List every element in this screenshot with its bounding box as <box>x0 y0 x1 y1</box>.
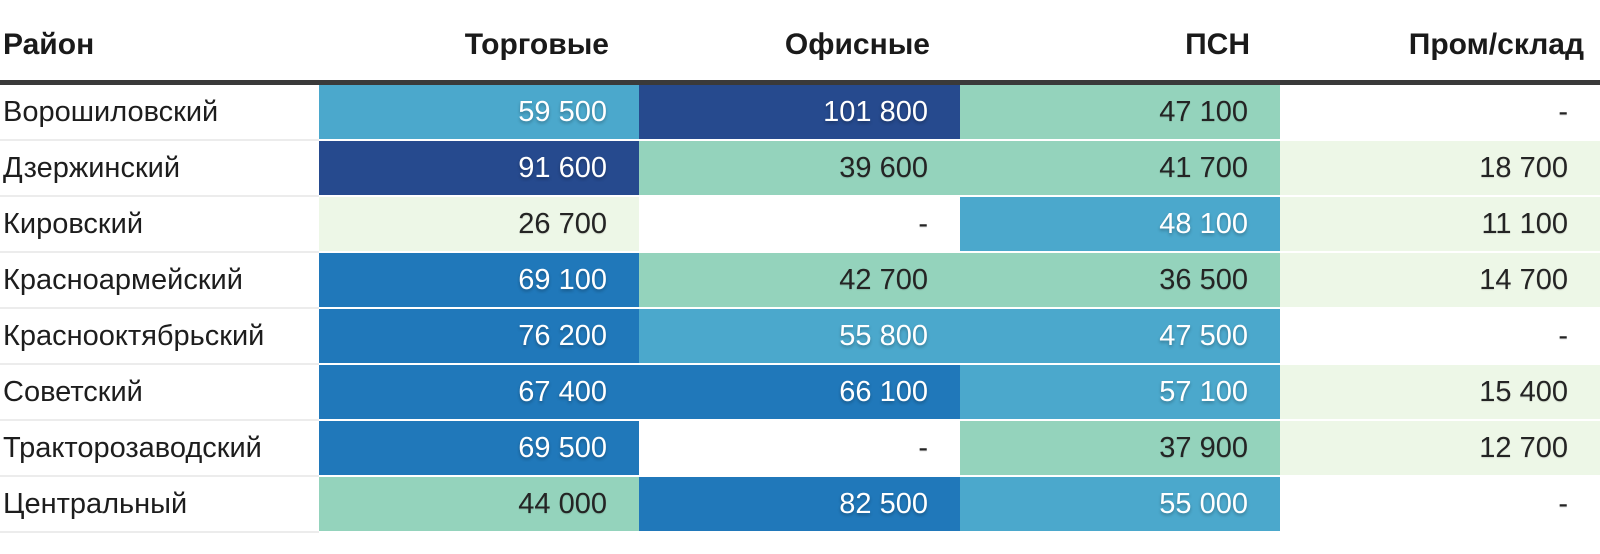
cell-office: - <box>639 421 960 477</box>
table-row: Дзержинский 91 600 39 600 41 700 18 700 <box>0 141 1600 197</box>
district-name: Кировский <box>0 197 319 253</box>
cell-industrial: - <box>1280 309 1600 365</box>
cell-psn: 47 500 <box>960 309 1280 365</box>
cell-industrial: 11 100 <box>1280 197 1600 253</box>
cell-office: 55 800 <box>639 309 960 365</box>
cell-psn: 36 500 <box>960 253 1280 309</box>
table-row: Советский 67 400 66 100 57 100 15 400 <box>0 365 1600 421</box>
table-row: Центральный 44 000 82 500 55 000- <box>0 477 1600 533</box>
table-row: Ворошиловский 59 500 101 800 47 100- <box>0 85 1600 141</box>
column-header-trade: Торговые <box>464 28 609 61</box>
district-name: Центральный <box>0 477 319 533</box>
district-name: Ворошиловский <box>0 85 319 141</box>
district-name: Тракторозаводский <box>0 421 319 477</box>
cell-trade: 69 100 <box>319 253 639 309</box>
cell-office: 82 500 <box>639 477 960 533</box>
cell-industrial: 14 700 <box>1280 253 1600 309</box>
cell-industrial: - <box>1280 85 1600 141</box>
cell-office: 42 700 <box>639 253 960 309</box>
cell-industrial: 18 700 <box>1280 141 1600 197</box>
column-header-psn: ПСН <box>1185 28 1250 61</box>
cell-trade: 26 700 <box>319 197 639 253</box>
table-body: Ворошиловский 59 500 101 800 47 100- Дзержин… <box>0 85 1600 533</box>
table-row: Красноармейский 69 100 42 700 36 500 14 700 <box>0 253 1600 309</box>
cell-psn: 37 900 <box>960 421 1280 477</box>
district-price-heatmap-table: Район Торговые Офисные ПСН Пром/склад Во… <box>0 0 1600 533</box>
district-name: Красноармейский <box>0 253 319 309</box>
cell-office: 101 800 <box>639 85 960 141</box>
column-header-industrial: Пром/склад <box>1408 28 1584 61</box>
cell-industrial: 12 700 <box>1280 421 1600 477</box>
cell-psn: 57 100 <box>960 365 1280 421</box>
column-header-office: Офисные <box>784 28 930 61</box>
cell-psn: 48 100 <box>960 197 1280 253</box>
cell-psn: 41 700 <box>960 141 1280 197</box>
cell-psn: 47 100 <box>960 85 1280 141</box>
table-row: Кировский 26 700-48 100 11 100 <box>0 197 1600 253</box>
cell-trade: 69 500 <box>319 421 639 477</box>
cell-trade: 76 200 <box>319 309 639 365</box>
cell-industrial: - <box>1280 477 1600 533</box>
cell-trade: 91 600 <box>319 141 639 197</box>
district-name: Краснооктябрьский <box>0 309 319 365</box>
cell-office: - <box>639 197 960 253</box>
table-header-row: Район Торговые Офисные ПСН Пром/склад <box>0 0 1600 85</box>
column-header-district: Район <box>3 28 95 61</box>
cell-office: 39 600 <box>639 141 960 197</box>
cell-office: 66 100 <box>639 365 960 421</box>
table-row: Краснооктябрьский 76 200 55 800 47 500- <box>0 309 1600 365</box>
cell-trade: 59 500 <box>319 85 639 141</box>
district-name: Советский <box>0 365 319 421</box>
cell-industrial: 15 400 <box>1280 365 1600 421</box>
cell-trade: 67 400 <box>319 365 639 421</box>
table-row: Тракторозаводский 69 500-37 900 12 700 <box>0 421 1600 477</box>
cell-psn: 55 000 <box>960 477 1280 533</box>
cell-trade: 44 000 <box>319 477 639 533</box>
district-name: Дзержинский <box>0 141 319 197</box>
